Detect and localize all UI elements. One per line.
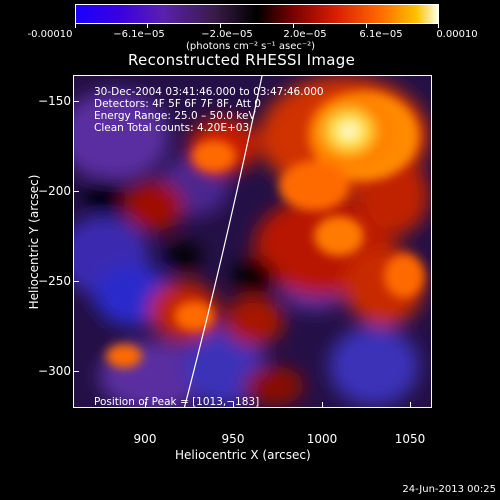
x-axis-title: Heliocentric X (arcsec) bbox=[175, 448, 311, 462]
colorbar-units: (photons cm⁻² s⁻¹ asec⁻²) bbox=[186, 41, 316, 52]
image-title: Reconstructed RHESSI Image bbox=[128, 51, 356, 69]
x-tick bbox=[233, 402, 234, 408]
y-tick bbox=[73, 191, 79, 192]
rhessi-image bbox=[73, 75, 432, 408]
y-tick-label: −200 bbox=[38, 184, 71, 198]
y-tick bbox=[73, 371, 79, 372]
colorbar-label: 2.0e−05 bbox=[283, 29, 327, 40]
colorbar-tick bbox=[293, 24, 294, 28]
x-tick bbox=[322, 402, 323, 408]
info-time-range: 30-Dec-2004 03:41:46.000 to 03:47:46.000 bbox=[94, 86, 324, 98]
colorbar-tick bbox=[75, 24, 76, 28]
x-tick-label: 1050 bbox=[394, 432, 426, 446]
info-detectors: Detectors: 4F 5F 6F 7F 8F, Att 0 bbox=[94, 98, 261, 110]
y-axis-title: Heliocentric Y (arcsec) bbox=[27, 174, 41, 310]
y-tick bbox=[73, 281, 79, 282]
y-tick-label: −150 bbox=[38, 94, 71, 108]
info-clean-counts: Clean Total counts: 4.20E+03 bbox=[94, 122, 250, 134]
x-tick bbox=[410, 402, 411, 408]
colorbar bbox=[75, 4, 439, 24]
colorbar-label: 6.1e−05 bbox=[359, 29, 403, 40]
info-energy-range: Energy Range: 25.0 – 50.0 keV bbox=[94, 110, 256, 122]
colorbar-label: -0.00010 bbox=[27, 29, 73, 40]
colorbar-tick bbox=[220, 24, 221, 28]
peak-position: Position of Peak = [1013,−183] bbox=[94, 396, 260, 408]
y-tick-label: −250 bbox=[38, 274, 71, 288]
colorbar-tick bbox=[438, 24, 439, 28]
colorbar-gradient bbox=[76, 5, 438, 23]
colorbar-label: −6.1e−05 bbox=[113, 29, 165, 40]
x-tick-label: 900 bbox=[133, 432, 157, 446]
colorbar-label: 0.00010 bbox=[436, 29, 478, 40]
y-tick bbox=[73, 101, 79, 102]
y-tick-label: −300 bbox=[38, 364, 71, 378]
colorbar-tick bbox=[366, 24, 367, 28]
colorbar-tick bbox=[147, 24, 148, 28]
timestamp-footer: 24-Jun-2013 00:25 bbox=[402, 484, 496, 495]
x-tick-label: 950 bbox=[221, 432, 245, 446]
x-tick bbox=[145, 402, 146, 408]
colorbar-label: −2.0e−05 bbox=[201, 29, 253, 40]
x-tick-label: 1000 bbox=[306, 432, 338, 446]
